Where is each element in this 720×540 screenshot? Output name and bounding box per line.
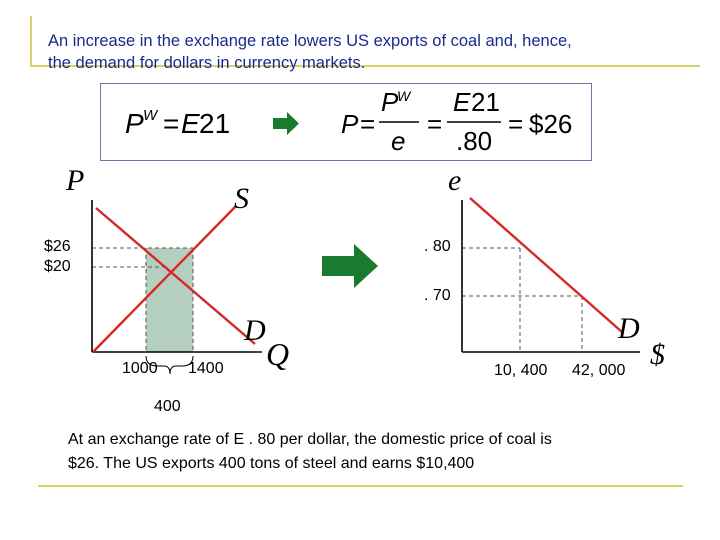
formula-arrow-icon xyxy=(273,112,299,135)
svg-text:=: = xyxy=(508,109,523,139)
left-y-axis-label: P xyxy=(66,164,85,197)
note-line-1: At an exchange rate of E . 80 per dollar… xyxy=(68,431,552,448)
title-line-2: the demand for dollars in currency marke… xyxy=(48,54,366,72)
demand-curve xyxy=(95,207,256,345)
explanation-note: At an exchange rate of E . 80 per dollar… xyxy=(68,428,688,476)
svg-text:P: P xyxy=(341,109,359,139)
right-graph xyxy=(461,197,640,353)
svg-text:E: E xyxy=(453,87,471,117)
formula-svg: P W = E 21 P = P W e = E 21 .80 = $26 xyxy=(125,87,572,156)
exports-shaded-region xyxy=(146,248,193,352)
left-x-axis-label: Q xyxy=(266,336,290,372)
svg-text:e: e xyxy=(391,126,405,156)
svg-text:=: = xyxy=(163,108,179,139)
svg-text:.80: .80 xyxy=(456,126,492,156)
note-line-2: $26. The US exports 400 tons of steel an… xyxy=(68,455,475,472)
rate-low-label: . 70 xyxy=(424,287,451,304)
svg-text:P: P xyxy=(381,87,399,117)
dollar-demand-curve xyxy=(469,197,623,333)
accent-rule-vertical xyxy=(30,16,32,66)
right-y-axis-label: e xyxy=(448,164,462,197)
svg-text:W: W xyxy=(397,88,412,104)
svg-text:=: = xyxy=(360,109,375,139)
dollar-demand-label: D xyxy=(618,312,640,345)
accent-rule-top xyxy=(30,65,700,67)
qty-high-label: 1400 xyxy=(188,360,224,377)
svg-text:W: W xyxy=(143,107,159,124)
svg-text:$26: $26 xyxy=(529,109,572,139)
graph-arrow-icon xyxy=(322,244,378,288)
svg-text:21: 21 xyxy=(471,87,500,117)
formula-box: P W = E 21 P = P W e = E 21 .80 = $26 xyxy=(100,83,592,161)
slide-title: An increase in the exchange rate lowers … xyxy=(48,30,698,74)
dollars-high-label: 42, 000 xyxy=(572,362,626,379)
rate-high-label: . 80 xyxy=(424,238,451,255)
exports-brace xyxy=(145,355,194,375)
svg-text:21: 21 xyxy=(199,108,230,139)
exports-label: 400 xyxy=(154,398,181,415)
supply-curve xyxy=(92,205,237,353)
graphs-svg xyxy=(91,197,640,375)
demand-label: D xyxy=(244,314,266,347)
price-high-label: $26 xyxy=(44,238,71,255)
svg-text:=: = xyxy=(427,109,442,139)
formula-right: P = P W e = E 21 .80 = $26 xyxy=(341,87,572,156)
accent-rule-bottom xyxy=(38,485,683,487)
svg-text:P: P xyxy=(125,108,144,139)
qty-low-label: 1000 xyxy=(122,360,158,377)
supply-label: S xyxy=(234,182,249,215)
left-graph xyxy=(91,200,262,375)
formula-left: P W = E 21 xyxy=(125,107,230,139)
svg-text:E: E xyxy=(181,108,200,139)
title-line-1: An increase in the exchange rate lowers … xyxy=(48,32,572,50)
dollars-low-label: 10, 400 xyxy=(494,362,548,379)
price-low-label: $20 xyxy=(44,258,71,275)
right-x-axis-label: $ xyxy=(650,338,665,371)
